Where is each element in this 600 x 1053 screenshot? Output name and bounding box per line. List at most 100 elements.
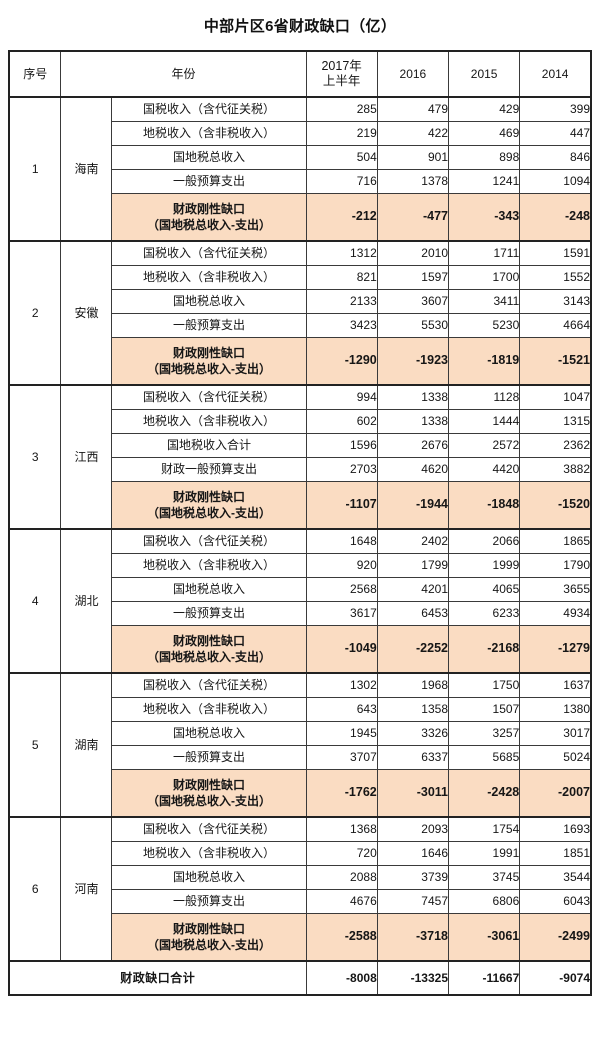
deficit-value-cell: -248 [519,192,592,242]
deficit-label-line1: 财政刚性缺口 [172,633,245,648]
value-cell: 6043 [519,888,592,914]
value-cell: 1637 [519,672,592,698]
value-cell: 3143 [519,288,592,314]
value-cell: 4676 [305,888,378,914]
value-cell: 5685 [447,744,521,770]
value-cell: 716 [305,168,378,194]
deficit-label-line1: 财政刚性缺口 [172,345,245,360]
value-cell: 479 [376,96,450,122]
deficit-value-cell: -2588 [305,912,378,962]
row-label: 国税收入（含代征关税） [111,384,307,410]
header-year: 年份 [60,50,307,98]
deficit-row-label: 财政刚性缺口 （国地税总收入-支出） [111,624,307,674]
value-cell: 1790 [519,552,592,578]
value-cell: 3607 [376,288,450,314]
deficit-value-cell: -3011 [376,768,450,818]
row-index-cell: 3 [8,384,62,530]
deficit-row: 财政刚性缺口 （国地税总收入-支出） -1107 -1944 -1848 -1520 [9,480,592,530]
deficit-label-line2: （国地税总收入-支出） [146,361,271,376]
value-cell: 1991 [447,840,521,866]
value-cell: 1312 [305,240,378,266]
deficit-row-label: 财政刚性缺口 （国地税总收入-支出） [111,192,307,242]
row-label: 地税收入（含非税收入） [111,696,307,722]
deficit-value-cell: -1923 [376,336,450,386]
table-row: 一般预算支出 716 1378 1241 1094 [9,168,592,194]
row-label: 国地税总收入 [111,864,307,890]
value-cell: 821 [305,264,378,290]
value-cell: 2568 [305,576,378,602]
value-cell: 399 [519,96,592,122]
deficit-label-line1: 财政刚性缺口 [172,777,245,792]
value-cell: 3882 [519,456,592,482]
row-label: 国税收入（含代征关税） [111,240,307,266]
province-name-cell: 河南 [60,816,113,962]
table-row: 3 江西 国税收入（含代征关税） 994 1338 1128 1047 [8,384,592,530]
deficit-label-line2: （国地税总收入-支出） [146,505,271,520]
value-cell: 1968 [376,672,450,698]
value-cell: 3257 [447,720,521,746]
deficit-row: 财政刚性缺口 （国地税总收入-支出） -1049 -2252 -2168 -1279 [9,624,592,674]
row-label: 地税收入（含非税收入） [111,840,307,866]
value-cell: 1338 [376,384,450,410]
value-cell: 3655 [519,576,592,602]
deficit-label-line1: 财政刚性缺口 [172,921,245,936]
province-name-cell: 安徽 [60,240,113,386]
deficit-value-cell: -3718 [376,912,450,962]
header-col-2017h1-line2: 上半年 [322,74,361,88]
deficit-label-line2: （国地税总收入-支出） [146,937,271,952]
value-cell: 4934 [519,600,592,626]
deficit-value-cell: -1521 [519,336,592,386]
header-col-2017h1-line1: 2017年 [321,59,362,74]
deficit-value-cell: -2007 [519,768,592,818]
value-cell: 1693 [519,816,592,842]
value-cell: 5230 [447,312,521,338]
row-label: 国税收入（含代征关税） [111,96,307,122]
value-cell: 2572 [447,432,521,458]
deficit-row: 财政刚性缺口 （国地税总收入-支出） -1290 -1923 -1819 -1521 [9,336,592,386]
deficit-label-line1: 财政刚性缺口 [172,489,245,504]
table-row: 地税收入（含非税收入） 602 1338 1444 1315 [9,408,592,434]
table-row: 国地税总收入 504 901 898 846 [9,144,592,170]
value-cell: 3707 [305,744,378,770]
value-cell: 1128 [447,384,521,410]
province-name-cell: 湖北 [60,528,113,674]
deficit-label-line1: 财政刚性缺口 [172,201,245,216]
value-cell: 422 [376,120,450,146]
value-cell: 6233 [447,600,521,626]
deficit-value-cell: -212 [305,192,378,242]
row-label: 国地税总收入 [111,576,307,602]
value-cell: 1597 [376,264,450,290]
table-row: 财政一般预算支出 2703 4620 4420 3882 [9,456,592,482]
table-row: 国地税总收入 2568 4201 4065 3655 [9,576,592,602]
total-value-cell: -8008 [305,960,378,996]
value-cell: 2093 [376,816,450,842]
value-cell: 3423 [305,312,378,338]
table-row: 6 河南 国税收入（含代征关税） 1368 2093 1754 1693 [8,816,592,962]
value-cell: 1711 [447,240,521,266]
row-index-cell: 2 [8,240,62,386]
value-cell: 1851 [519,840,592,866]
table-row: 地税收入（含非税收入） 219 422 469 447 [9,120,592,146]
row-label: 国地税总收入 [111,144,307,170]
value-cell: 1358 [376,696,450,722]
deficit-value-cell: -1848 [447,480,521,530]
value-cell: 6453 [376,600,450,626]
value-cell: 4065 [447,576,521,602]
deficit-value-cell: -2499 [519,912,592,962]
value-cell: 1648 [305,528,378,554]
value-cell: 4620 [376,456,450,482]
province-name-cell: 湖南 [60,672,113,818]
deficit-value-cell: -2168 [447,624,521,674]
header-col-2014: 2014 [519,50,592,98]
header-col-2017h1: 2017年 上半年 [305,50,378,98]
value-cell: 6337 [376,744,450,770]
value-cell: 2066 [447,528,521,554]
header-col-2016: 2016 [376,50,450,98]
total-value-cell: -13325 [376,960,450,996]
value-cell: 1380 [519,696,592,722]
value-cell: 469 [447,120,521,146]
row-label: 地税收入（含非税收入） [111,552,307,578]
row-label: 国税收入（含代征关税） [111,528,307,554]
value-cell: 3411 [447,288,521,314]
